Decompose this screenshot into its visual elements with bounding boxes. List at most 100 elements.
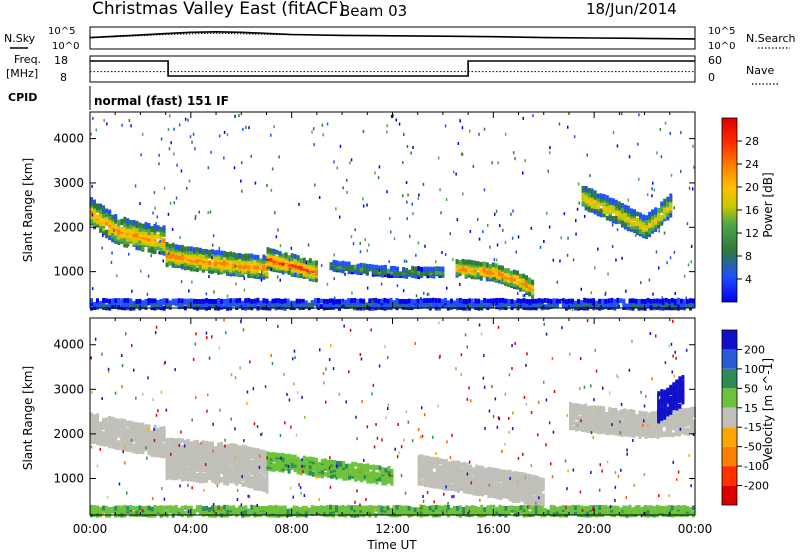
cell-band-1 [192,474,196,480]
cell-band-6 [443,303,447,309]
cell-band-6 [501,304,505,309]
cell-band-6 [220,298,224,304]
cell-band-4 [581,404,585,410]
cell-band-0 [120,218,124,224]
cell-band-6 [147,298,151,303]
cell-band-0 [117,224,121,230]
cell-speckle [690,244,693,248]
cell-band-6 [322,298,326,304]
cell-band-0 [99,421,103,427]
cell-band-1 [259,273,263,278]
cell-band-0 [126,427,130,433]
cell-band-4 [470,260,474,265]
cell-band-4 [458,263,462,268]
cell-band-4 [590,423,594,429]
cell-band-6 [571,298,574,304]
cell-band-4 [641,428,645,434]
cell-band-1 [229,251,233,257]
cell-speckle [313,127,315,131]
cell-band-5 [587,191,591,196]
freq-unit-label: [MHz] [6,67,38,80]
cell-band-1 [180,474,184,480]
cell-band-2 [348,463,352,469]
cell-band-3 [490,467,494,472]
cell-band-1 [256,468,260,473]
cell-band-6 [244,298,248,303]
cell-band-2 [269,466,273,472]
cell-band-1 [244,454,248,460]
cell-band-3 [356,263,360,269]
cell-speckle [453,170,455,174]
cell-band-6 [180,298,184,304]
cell-speckle [234,114,236,118]
cell-band-1 [192,459,196,465]
cell-band-6 [129,302,133,308]
cell-band-5 [620,214,624,219]
cell-band-0 [144,224,148,230]
cell-band-3 [380,265,384,270]
cell-speckle [493,258,495,262]
cell-band-6 [177,298,181,303]
cell-band-6 [108,298,112,304]
cell-speckle [270,133,272,137]
cell-band-4 [650,430,654,436]
cell-speckle [103,119,105,122]
cell-band-0 [129,420,133,426]
cell-speckle [466,307,468,311]
cell-band-3 [469,486,473,492]
cell-band-3 [423,482,427,488]
cell-band-1 [214,479,217,485]
cell-band-4 [503,274,507,279]
cell-speckle [469,129,471,133]
cell-speckle [437,156,440,160]
cell-band-4 [581,427,585,432]
cell-band-0 [141,426,145,432]
cell-band-1 [189,257,193,263]
cell-band-0 [117,440,121,446]
cell-band-1 [201,261,205,266]
cell-band-0 [99,216,103,222]
cell-band-3 [535,500,539,506]
cell-band-0 [111,231,115,237]
cell-band-0 [102,438,106,443]
cell-band-4 [464,259,468,265]
cell-band-3 [529,484,533,489]
cell-speckle [276,275,279,279]
cell-band-6 [359,302,363,308]
cell-band-0 [93,432,96,438]
cell-band-0 [147,445,151,451]
cell-band-6 [232,298,236,304]
cell-band-2 [375,479,379,485]
cell-band-1 [244,445,248,451]
cell-band-3 [529,481,533,487]
cell-band-2 [363,463,367,469]
cell-band-3 [417,454,421,460]
cell-band-5 [657,208,661,213]
cell-band-6 [676,303,680,309]
cell-band-4 [500,265,504,271]
cell-band-1 [211,444,214,449]
cell-band-6 [682,302,686,308]
cell-speckle [589,174,591,178]
cell-band-6 [322,303,326,309]
cell-band-1 [223,480,227,486]
cell-band-5 [584,186,588,191]
cell-speckle [395,118,397,122]
cell-band-1 [217,270,221,275]
cell-band-6 [577,299,580,304]
cell-band-6 [217,300,221,306]
cell-band-1 [235,253,239,258]
cell-band-0 [108,228,112,234]
cell-band-6 [577,302,580,308]
cell-band-1 [171,459,175,465]
cell-band-1 [195,249,199,255]
cell-band-6 [93,302,96,307]
cell-band-0 [132,232,136,238]
cell-band-2 [299,470,303,476]
cell-speckle [346,178,348,182]
cell-band-6 [335,299,338,304]
cell-band-3 [365,263,369,269]
cell-speckle [403,259,406,263]
cell-speckle [240,270,242,274]
cell-band-6 [534,298,538,304]
